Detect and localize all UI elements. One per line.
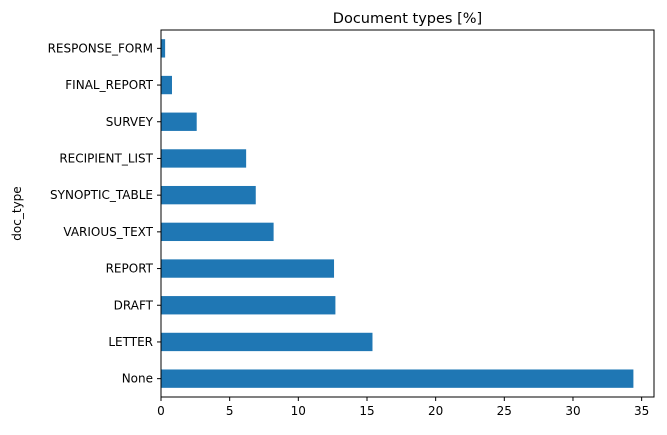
chart-title: Document types [%]: [333, 11, 482, 27]
y-tick-label: VARIOUS_TEXT: [63, 225, 153, 239]
bar-report: [161, 259, 335, 278]
bar-various-text: [161, 222, 274, 242]
bar-final-report: [161, 75, 172, 95]
y-tick-label: RESPONSE_FORM: [48, 41, 153, 55]
x-tick-label: 20: [428, 404, 443, 418]
bar-synoptic-table: [161, 185, 256, 205]
y-tick-label: RECIPIENT_LIST: [59, 151, 153, 165]
y-axis-title: doc_type: [10, 186, 24, 240]
x-tick-label: 5: [226, 404, 234, 418]
y-tick-label: SYNOPTIC_TABLE: [50, 188, 153, 202]
y-tick-label: FINAL_REPORT: [65, 78, 153, 92]
bar-draft: [161, 296, 336, 315]
y-tick-label: SURVEY: [106, 115, 154, 129]
bars-group: [161, 39, 634, 388]
y-tick-label: None: [122, 372, 153, 386]
y-axis-ticks: None LETTER DRAFT REPORT VARIOUS_TEXT SYNOPTI…: [48, 41, 161, 386]
x-tick-label: 15: [359, 404, 374, 418]
y-tick-label: LETTER: [108, 335, 153, 349]
bar-recipient-list: [161, 149, 247, 168]
bar-survey: [161, 112, 197, 131]
x-tick-label: 25: [497, 404, 512, 418]
bar-response-form: [161, 39, 166, 58]
x-tick-label: 30: [565, 404, 580, 418]
x-tick-label: 35: [634, 404, 649, 418]
x-tick-label: 0: [157, 404, 165, 418]
axes-frame: [160, 29, 655, 398]
x-tick-label: 10: [291, 404, 306, 418]
y-tick-label: DRAFT: [114, 298, 154, 312]
x-axis-ticks: 0 5 10 15 20 25 30 35: [157, 397, 649, 418]
y-tick-label: REPORT: [106, 262, 154, 276]
bar-none: [161, 369, 634, 388]
plot-frame: [160, 29, 655, 398]
bar-letter: [161, 332, 373, 352]
